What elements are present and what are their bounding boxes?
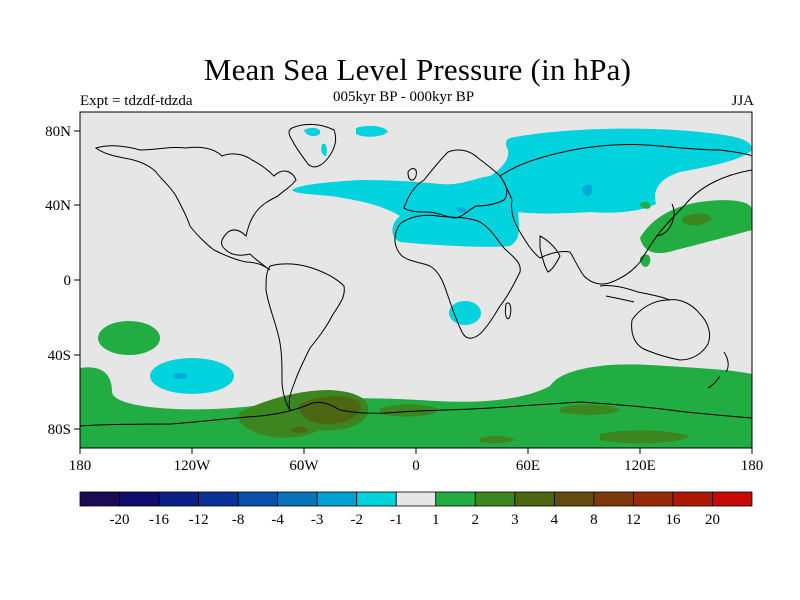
- coast-south-america: [265, 263, 345, 411]
- contour-south-pacific-negative-core: [173, 373, 187, 379]
- contour-eurasia-negative: [292, 128, 752, 247]
- colorbar-label: 4: [551, 512, 559, 528]
- lon-axis: [79, 448, 753, 454]
- contour-southern-africa-negative: [449, 301, 481, 325]
- contour-west-pacific-positive-small: [640, 201, 651, 209]
- colorbar-label: 20: [705, 512, 720, 528]
- colorbar-label: 16: [665, 512, 681, 528]
- colorbar-swatch: [356, 491, 397, 507]
- lat-tick-label: 80S: [48, 422, 71, 438]
- lon-tick-label: 180: [741, 458, 764, 474]
- contour-south-pacific-negative: [150, 358, 234, 394]
- colorbar-swatch: [316, 491, 358, 507]
- season-label: JJA: [731, 93, 754, 109]
- contour-antarctic-2-3-d: [600, 430, 690, 444]
- contour-antarctic-3-4-small: [290, 427, 308, 433]
- colorbar-swatch: [672, 491, 713, 507]
- coast-greenland: [288, 123, 337, 168]
- lon-tick-label: 180: [69, 458, 92, 474]
- map-plot-area: [80, 112, 752, 448]
- colorbar-swatch: [198, 491, 239, 507]
- colorbar-label: 2: [472, 512, 480, 528]
- colorbar-swatch: [514, 491, 555, 507]
- colorbar-swatch: [237, 491, 279, 507]
- coast-australia: [631, 299, 711, 361]
- contour-arctic-negative: [356, 125, 388, 137]
- chart-title: Mean Sea Level Pressure (in hPa): [203, 52, 632, 87]
- colorbar: [79, 491, 753, 507]
- lat-tick-label: 40S: [48, 348, 71, 364]
- colorbar-swatch: [474, 491, 516, 507]
- colorbar-label: 12: [626, 512, 641, 528]
- colorbar-label: -2: [350, 512, 363, 528]
- coast-africa: [394, 214, 521, 339]
- contour-greenland-negative-a: [304, 127, 321, 137]
- colorbar-label: -8: [232, 512, 245, 528]
- lon-tick-label: 120E: [624, 458, 656, 474]
- colorbar-swatch: [119, 491, 160, 507]
- colorbar-label: -20: [110, 512, 130, 528]
- experiment-label: Expt = tdzdf-tdzda: [80, 93, 193, 109]
- contour-west-pacific-2-3: [682, 213, 712, 226]
- colorbar-swatch: [712, 491, 753, 507]
- coast-antarctica: [80, 401, 752, 427]
- contour-eurasia-negative-core: [582, 184, 593, 197]
- lat-axis: [74, 130, 80, 430]
- colorbar-label: -16: [149, 512, 169, 528]
- contour-antarctic-2-3-b: [380, 404, 440, 417]
- colorbar-label: -1: [390, 512, 403, 528]
- lon-tick-label: 60W: [289, 458, 319, 474]
- coast-asia: [499, 144, 752, 285]
- colorbar-label: 3: [511, 512, 519, 528]
- contour-antarctic-2-3-e: [480, 435, 515, 444]
- coast-india: [539, 235, 561, 273]
- contour-antarctic-2-3-c: [560, 404, 620, 415]
- colorbar-swatch: [553, 491, 595, 507]
- contour-west-pacific-positive: [640, 200, 752, 254]
- coast-japan: [655, 203, 675, 237]
- contour-greenland-negative-b: [321, 143, 327, 156]
- colorbar-swatch: [593, 491, 634, 507]
- coast-madagascar: [505, 302, 512, 320]
- colorbar-swatch: [395, 491, 437, 507]
- colorbar-swatch: [158, 491, 199, 507]
- coast-new-zealand: [707, 351, 729, 389]
- colorbar-label: 8: [590, 512, 598, 528]
- contour-south-pacific-positive: [98, 321, 160, 355]
- colorbar-label: 1: [432, 512, 440, 528]
- coastlines: [80, 123, 752, 427]
- colorbar-label: -3: [311, 512, 324, 528]
- colorbar-label: -4: [271, 512, 284, 528]
- coast-british-isles: [407, 168, 417, 181]
- lat-tick-label: 80N: [45, 124, 71, 140]
- colorbar-labels: -20 -16 -12 -8 -4 -3 -2 -1 1 2 3 4 8 12 16 20: [110, 512, 720, 528]
- coast-indonesia: [599, 285, 671, 303]
- colorbar-swatch: [79, 491, 120, 507]
- lon-tick-label: 120W: [174, 458, 212, 474]
- colorbar-swatch: [633, 491, 674, 507]
- colorbar-swatch: [435, 491, 476, 507]
- lat-tick-label: 0: [64, 273, 72, 289]
- contour-mediterranean-negative-core: [456, 207, 467, 213]
- colorbar-swatch: [277, 491, 318, 507]
- lon-tick-label: 60E: [516, 458, 540, 474]
- coast-north-america: [94, 145, 297, 271]
- period-subtitle: 005kyr BP - 000kyr BP: [333, 89, 475, 105]
- lon-tick-label: 0: [412, 458, 420, 474]
- lat-tick-label: 40N: [45, 198, 71, 214]
- colorbar-label: -12: [189, 512, 209, 528]
